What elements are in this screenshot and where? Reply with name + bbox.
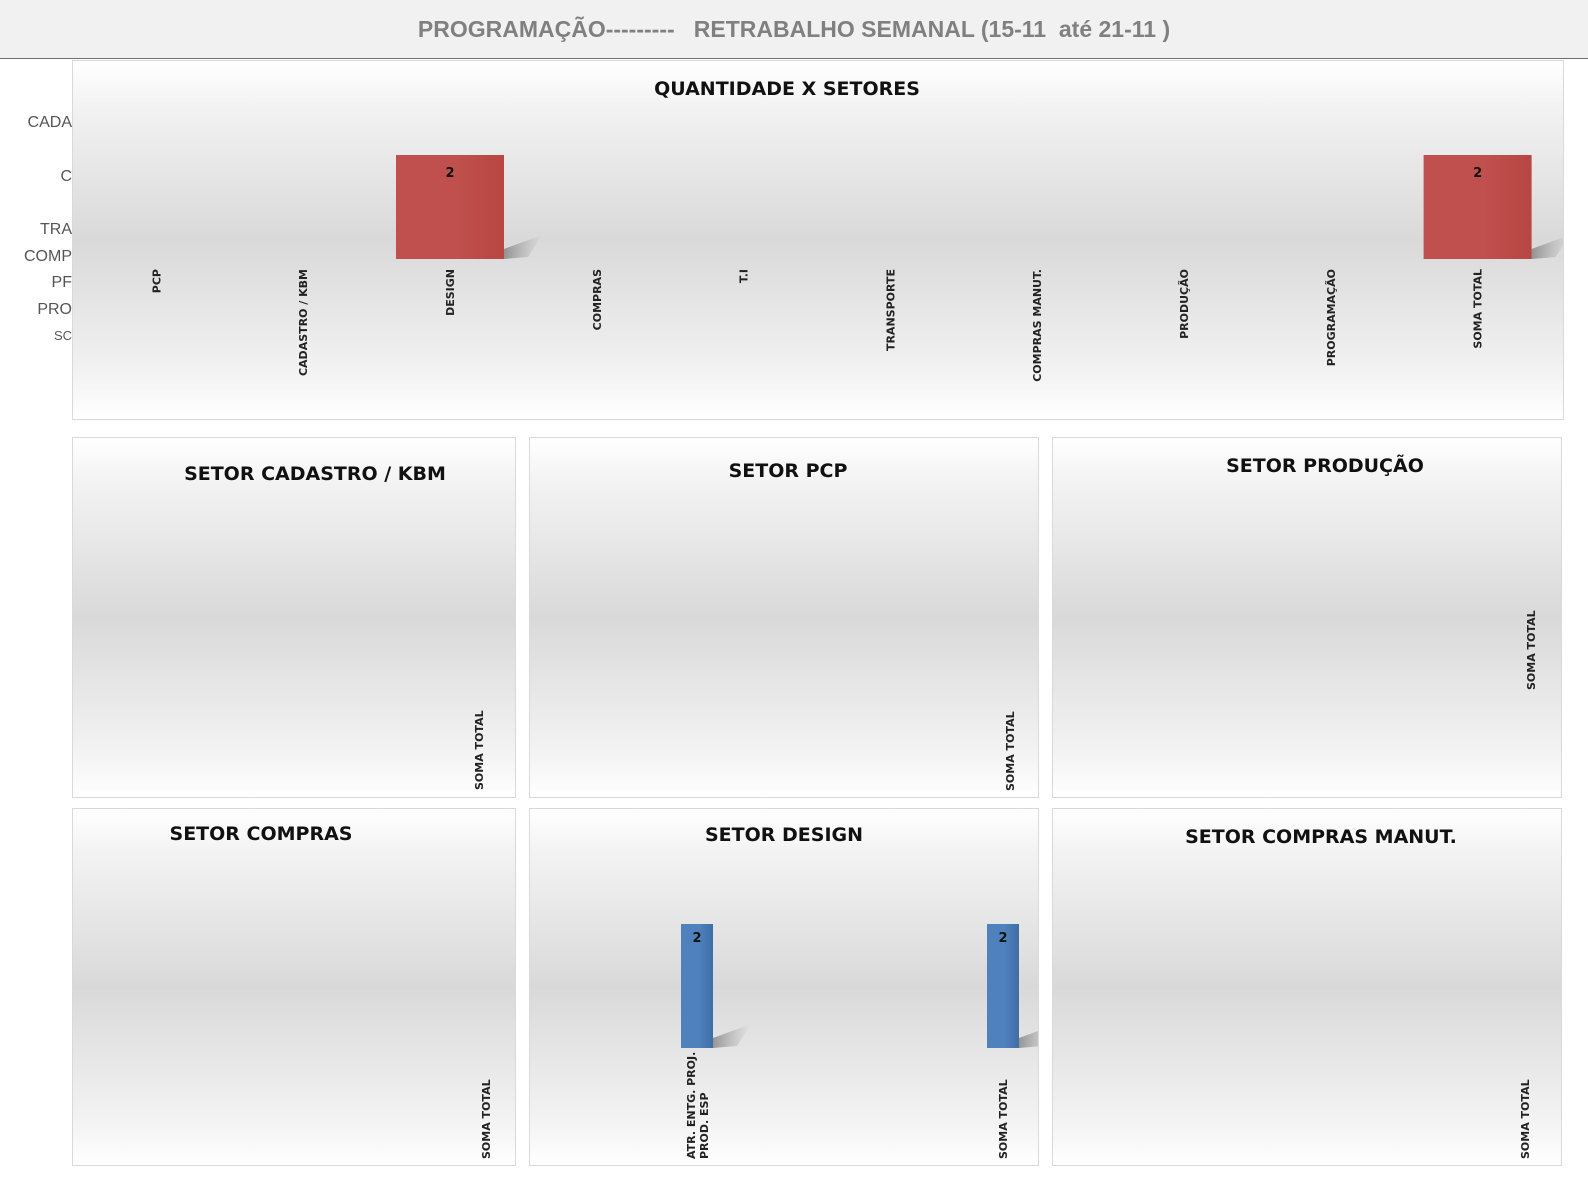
- svg-compras: SETOR COMPRAS SOMA TOTAL: [170, 823, 493, 1159]
- tick-label-soma-total: SOMA TOTAL: [997, 1079, 1010, 1159]
- chart-setor-compras: SETOR COMPRAS SOMA TOTAL: [72, 808, 516, 1166]
- hidden-label-6: SC: [53, 328, 72, 343]
- tick-label-atr-entg-proj-prod-esp-1: PROD. ESP: [698, 1092, 711, 1159]
- chart-title: SETOR COMPRAS MANUT.: [1185, 826, 1457, 848]
- chart-title: SETOR PCP: [729, 460, 848, 482]
- tick-label-compras: COMPRAS: [591, 269, 604, 330]
- bar-shadow: [1019, 1031, 1038, 1048]
- svg-cadastro: SETOR CADASTRO / KBM SOMA TOTAL: [184, 463, 486, 790]
- hidden-label-2: TRA: [40, 221, 72, 238]
- svg-producao: SETOR PRODUÇÃO SOMA TOTAL: [1226, 453, 1538, 690]
- report-title: PROGRAMAÇÃO--------- RETRABALHO SEMANAL …: [417, 16, 1171, 42]
- tick-label-transporte: TRANSPORTE: [884, 269, 897, 351]
- hidden-label-0: CADA: [27, 114, 72, 131]
- chart-setor-producao: SETOR PRODUÇÃO SOMA TOTAL: [1052, 437, 1562, 798]
- tick-label-soma-total: SOMA TOTAL: [473, 710, 486, 790]
- bar-shadow: [713, 1024, 751, 1048]
- tick-label-pcp: PCP: [150, 269, 163, 293]
- tick-label-cadastro-kbm: CADASTRO / KBM: [297, 269, 310, 376]
- tick-label-soma-total: SOMA TOTAL: [1472, 269, 1485, 349]
- hidden-label-1: C: [60, 168, 72, 185]
- tick-label-soma-total: SOMA TOTAL: [480, 1079, 493, 1159]
- bar-soma-total: [987, 924, 1019, 1048]
- chart-setor-pcp: SETOR PCP SOMA TOTAL: [529, 437, 1039, 798]
- svg-design: SETOR DESIGN 2 ATR. ENTG. PROJ. PROD. ESP 2 S…: [681, 824, 1038, 1159]
- chart-setor-design: SETOR DESIGN 2 ATR. ENTG. PROJ. PROD. ESP 2 S…: [529, 808, 1039, 1166]
- bar-shadow: [504, 235, 542, 259]
- hidden-label-5: PRO: [37, 301, 72, 318]
- bar-soma-total: [1423, 155, 1532, 259]
- tick-label-programacao: PROGRAMAÇÃO: [1325, 269, 1338, 366]
- data-label-soma-total: 2: [1473, 166, 1482, 181]
- tick-label-atr-entg-proj-prod-esp-0: ATR. ENTG. PROJ.: [685, 1052, 698, 1159]
- tick-label-soma-total: SOMA TOTAL: [1004, 711, 1017, 791]
- tick-label-t-i: T.I: [738, 269, 751, 283]
- svg-compras_manut: SETOR COMPRAS MANUT. SOMA TOTAL: [1185, 826, 1532, 1159]
- data-label-soma-total: 2: [998, 931, 1007, 946]
- data-label-design: 2: [445, 166, 454, 181]
- tick-label-producao: PRODUÇÃO: [1178, 269, 1191, 339]
- chart-title: SETOR PRODUÇÃO: [1226, 453, 1424, 477]
- chart-title: SETOR COMPRAS: [170, 823, 353, 845]
- tick-label-compras-manut: COMPRAS MANUT.: [1031, 269, 1044, 382]
- report-header: PROGRAMAÇÃO--------- RETRABALHO SEMANAL …: [0, 0, 1588, 59]
- bar-shadow: [1531, 237, 1563, 259]
- tick-label-design: DESIGN: [444, 269, 457, 316]
- chart-quantidade-setores: QUANTIDADE X SETORES PCP CADASTRO / KBM 2 DE…: [72, 60, 1564, 420]
- hidden-label-4: PF: [51, 274, 72, 291]
- tick-label-soma-total: SOMA TOTAL: [1525, 610, 1538, 690]
- chart-title: QUANTIDADE X SETORES: [654, 78, 920, 100]
- svg-main: QUANTIDADE X SETORES PCP CADASTRO / KBM 2 DE…: [150, 78, 1563, 382]
- bar-design: [396, 155, 504, 259]
- chart-setor-compras-manut: SETOR COMPRAS MANUT. SOMA TOTAL: [1052, 808, 1562, 1166]
- chart-title: SETOR DESIGN: [705, 824, 863, 846]
- data-label-atr-entg-proj-prod-esp: 2: [692, 931, 701, 946]
- chart-title: SETOR CADASTRO / KBM: [184, 463, 446, 485]
- tick-label-soma-total: SOMA TOTAL: [1519, 1079, 1532, 1159]
- hidden-label-3: COMP: [24, 248, 72, 265]
- bar-atr-entg-proj-prod-esp: [681, 924, 713, 1048]
- svg-pcp: SETOR PCP SOMA TOTAL: [729, 460, 1017, 791]
- chart-setor-cadastro: SETOR CADASTRO / KBM SOMA TOTAL: [72, 437, 516, 798]
